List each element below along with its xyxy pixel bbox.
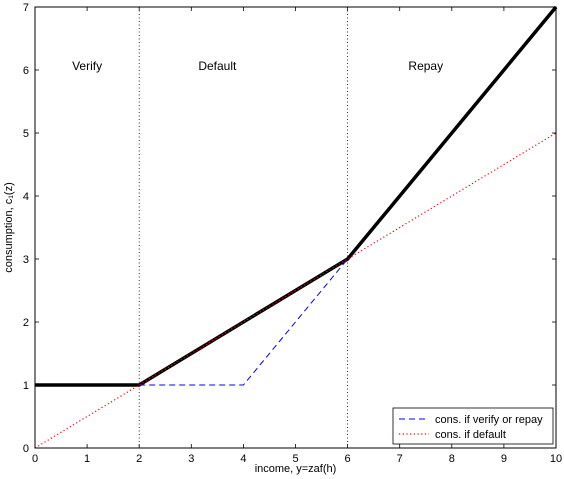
series-line-2 [34,132,557,449]
legend-label-1: cons. if default [435,429,506,441]
legend-label-0: cons. if verify or repay [435,414,543,426]
y-tick-label: 0 [23,443,29,455]
y-tick-label: 4 [23,191,29,203]
region-label-default: Default [198,59,237,73]
x-tick-label: 5 [292,453,298,465]
series-line-0 [35,5,558,387]
x-axis-label: income, y=zaf(h) [255,463,337,475]
x-tick-label: 0 [32,453,38,465]
x-tick-label: 1 [84,453,90,465]
y-tick-label: 5 [23,128,29,140]
x-tick-label: 2 [136,453,142,465]
x-tick-label: 7 [397,453,403,465]
y-axis-label: consumption, c₁(z) [3,182,15,273]
x-tick-label: 4 [240,453,246,465]
region-labels: Verify Default Repay [72,59,443,73]
axis-ticks: 0 1 2 3 4 5 6 7 8 9 10 0 1 2 3 4 5 6 7 [23,2,562,465]
x-tick-label: 10 [550,453,562,465]
y-tick-label: 1 [23,380,29,392]
y-tick-label: 2 [23,317,29,329]
legend-box [392,407,554,445]
y-tick-label: 6 [23,65,29,77]
region-boundaries [138,7,349,448]
x-tick-label: 6 [345,453,351,465]
y-tick-label: 3 [23,254,29,266]
series-line-1 [139,258,348,386]
series-group [34,5,558,449]
y-tick-label: 7 [23,2,29,14]
x-tick-label: 8 [449,453,455,465]
x-tick-label: 9 [501,453,507,465]
region-label-verify: Verify [72,59,102,73]
legend: cons. if verify or repay cons. if default [392,407,554,445]
region-label-repay: Repay [408,59,443,73]
x-tick-label: 3 [188,453,194,465]
